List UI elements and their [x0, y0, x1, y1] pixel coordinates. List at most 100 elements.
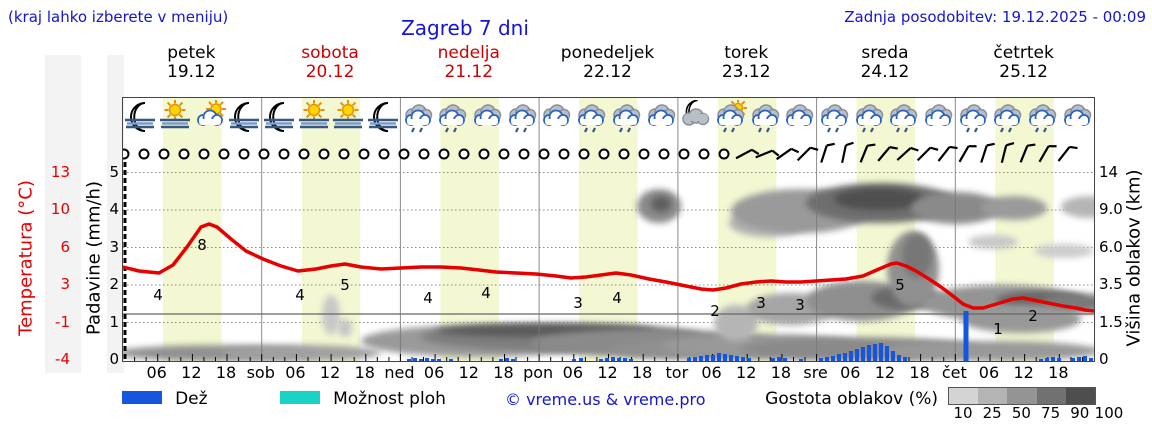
cloud-scale-segment	[1036, 388, 1066, 404]
precip-axis-tick: 2	[109, 275, 119, 293]
cloud-blob	[1034, 244, 1094, 258]
rain-bar	[861, 347, 865, 361]
rain-bar	[705, 355, 709, 361]
plot-svg	[123, 98, 1094, 361]
x-tick-label: 18	[493, 363, 514, 382]
precip-axis-strip	[107, 55, 124, 373]
sun-fog-icon	[331, 99, 365, 134]
x-tick-label: sob	[246, 363, 275, 382]
x-tick-label: 12	[319, 363, 341, 382]
rain-bar	[867, 345, 871, 361]
moon-cloud-icon	[678, 99, 712, 134]
cloud-scale-segment	[978, 388, 1008, 404]
cloud-scale-segment	[1065, 388, 1095, 404]
precip-axis-tick: 3	[109, 237, 119, 256]
moon-fog-icon	[262, 100, 296, 134]
temp-value-label: 5	[895, 276, 905, 294]
cloud-icon	[1060, 100, 1094, 134]
cloud-blob	[221, 345, 381, 361]
x-tick-label: 12	[597, 363, 618, 382]
rain-bar	[617, 358, 621, 361]
wind-calm-icon	[578, 148, 590, 160]
rain-label: Dež	[175, 389, 208, 409]
rain-bar	[449, 359, 453, 361]
x-tick-label: 12	[736, 363, 757, 382]
precip-axis-tick: 0	[109, 350, 119, 368]
rain-bar	[849, 351, 853, 361]
moon-fog-icon	[227, 100, 261, 134]
rain-bar	[897, 355, 901, 361]
day-header: torek 23.12	[721, 43, 771, 82]
cloud-scale-segment	[949, 388, 979, 404]
wind-calm-icon	[558, 148, 570, 160]
x-tick-label: 18	[631, 363, 653, 382]
cloud-drizzle-icon	[852, 100, 886, 134]
x-tick-label: čet	[941, 363, 967, 382]
precip-axis-tick: 5	[109, 162, 119, 181]
cloud-icon	[782, 100, 816, 134]
rain-bar	[572, 359, 576, 361]
rain-bar	[1051, 357, 1055, 361]
cloud-scale-label: 25	[982, 404, 1002, 422]
temp-value-label: 4	[153, 286, 163, 304]
rain-bar	[855, 349, 859, 361]
wind-calm-icon	[538, 148, 550, 160]
rain-bar	[747, 358, 751, 361]
cloud-drizzle-icon	[574, 100, 608, 134]
moon-fog-icon	[123, 100, 157, 134]
x-tick-label: pon	[523, 363, 554, 382]
wind-barb-icon	[796, 146, 819, 162]
x-tick-label: 18	[215, 363, 237, 382]
temp-value-label: 2	[710, 302, 720, 320]
cloud-drizzle-icon	[1025, 100, 1059, 134]
x-tick-label: ned	[384, 363, 415, 382]
rain-swatch	[122, 391, 162, 404]
rain-bar	[777, 357, 781, 361]
moon-fog-icon	[366, 100, 400, 134]
temp-axis-tick: 6	[60, 237, 70, 256]
sun-cloud-icon	[193, 99, 227, 134]
showers-swatch	[280, 391, 320, 404]
temp-axis-tick: 13	[50, 162, 70, 181]
cloud-drizzle-icon	[609, 100, 643, 134]
temp-value-label: 5	[340, 276, 350, 294]
rain-bar	[771, 358, 775, 361]
temperature-curve	[123, 222, 1094, 313]
wind-calm-icon	[618, 148, 630, 160]
x-tick-label: tor	[665, 363, 689, 382]
cloud-drizzle-icon	[956, 100, 990, 134]
wind-calm-icon	[258, 148, 270, 160]
temp-axis-tick: 10	[50, 200, 70, 218]
cloud-blob	[834, 188, 924, 210]
temp-value-label: 2	[1028, 307, 1038, 325]
cloud-scale-label: 90	[1070, 404, 1090, 422]
wind-barb-icon	[916, 146, 939, 162]
x-tick-label: 12	[181, 363, 202, 382]
day-band	[163, 98, 222, 361]
rain-bar	[431, 359, 435, 361]
wind-calm-icon	[298, 148, 310, 160]
temp-axis-tick: 3	[60, 275, 70, 293]
day-header: ponedeljek 22.12	[560, 43, 655, 82]
wind-barb-icon	[859, 143, 876, 163]
rain-bar	[799, 359, 803, 361]
rain-bar	[729, 355, 733, 361]
cloud-drizzle-icon	[505, 100, 539, 134]
wind-calm-icon	[478, 148, 490, 160]
x-tick-label: 18	[354, 363, 375, 382]
cloud-scale-label: 10	[953, 404, 973, 422]
rain-bar	[831, 356, 835, 361]
cloud-blob	[961, 305, 1081, 333]
wind-calm-icon	[318, 148, 330, 160]
x-tick-label: 06	[146, 363, 167, 382]
rain-bar	[1045, 358, 1049, 361]
day-header: sreda 24.12	[860, 43, 910, 82]
rain-bar	[1039, 359, 1043, 361]
cloud-icon	[644, 100, 678, 134]
wind-calm-icon	[238, 148, 250, 160]
x-tick-label: 18	[1048, 363, 1069, 382]
height-axis-tick: 14	[1099, 162, 1119, 181]
copyright-link[interactable]: © vreme.us & vreme.pro	[505, 390, 706, 409]
rain-bar	[511, 359, 515, 361]
wind-barb-icon	[937, 145, 958, 162]
